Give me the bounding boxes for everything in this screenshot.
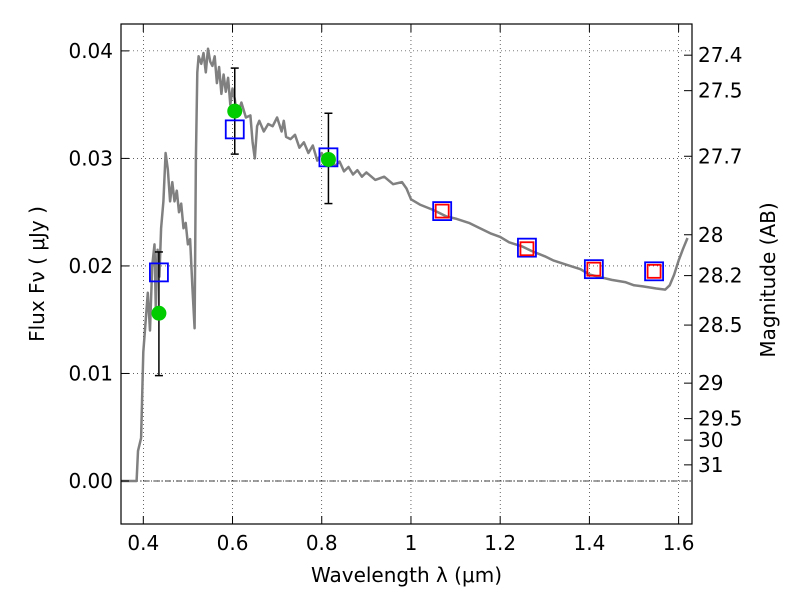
y-tick-label: 0.04 [68, 39, 113, 63]
y-tick-label: 0.03 [68, 146, 113, 170]
x-tick-label: 1.6 [663, 531, 695, 555]
right-tick-label: 29.5 [698, 407, 743, 431]
axis-ticks [121, 24, 692, 524]
right-tick-label: 27.5 [698, 79, 743, 103]
model-photometry-square [644, 261, 664, 282]
data-point [151, 305, 167, 321]
model-photometry-square [517, 237, 537, 258]
x-tick-label: 1 [405, 531, 418, 555]
y-tick-label: 0.00 [68, 469, 113, 493]
model-photometry-square [224, 119, 245, 140]
plot-frame [120, 23, 693, 525]
plot-area [121, 47, 689, 483]
right-tick-label: 28.5 [698, 313, 743, 337]
model-spectrum-line [121, 47, 689, 483]
right-tick-label: 28.2 [698, 264, 743, 288]
y-axis-label-left: Flux Fν ( μJy ) [25, 206, 49, 342]
right-tick-label: 28 [698, 223, 723, 247]
model-photometry-square [149, 262, 169, 283]
y-tick-label: 0.01 [68, 361, 113, 385]
y-tick-label: 0.02 [68, 254, 113, 278]
right-tick-label: 27.4 [698, 43, 743, 67]
model-photometry-square [432, 201, 453, 221]
tick-labels: 0.4 0.6 0.8 1 1.2 1.4 1.6 0.00 0.01 0.02 0.03 0.04 2… [68, 39, 742, 555]
x-tick-label: 0.4 [127, 531, 159, 555]
data-point [227, 103, 243, 119]
x-tick-label: 1.4 [573, 531, 605, 555]
observed-photometry-square [519, 241, 535, 257]
x-tick-label: 1.2 [484, 531, 516, 555]
data-point [320, 151, 336, 167]
right-tick-label: 30 [698, 428, 723, 452]
x-tick-label: 0.6 [217, 531, 249, 555]
right-tick-label: 27.7 [698, 144, 743, 168]
model-photometry-square [583, 259, 604, 280]
y-axis-label-right: Magnitude (AB) [756, 202, 780, 357]
observed-photometry-square [434, 203, 450, 219]
observed-photometry-square [586, 261, 602, 277]
grid [121, 24, 692, 524]
right-tick-label: 29 [698, 371, 723, 395]
right-tick-label: 31 [698, 453, 723, 477]
x-tick-label: 0.8 [306, 531, 338, 555]
observed-photometry-square [646, 263, 662, 279]
x-axis-label: Wavelength λ (μm) [311, 563, 502, 587]
